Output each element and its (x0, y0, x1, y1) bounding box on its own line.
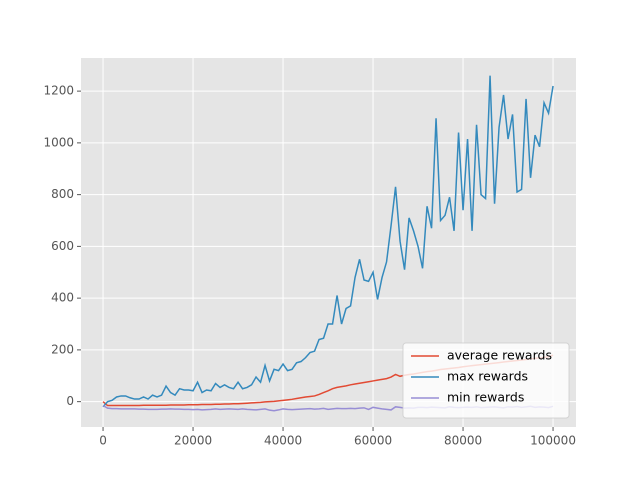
legend-label: average rewards (447, 348, 552, 363)
legend-box (402, 342, 570, 419)
x-tick-label: 20000 (174, 434, 212, 448)
x-tick-label: 40000 (264, 434, 302, 448)
x-tick-label: 80000 (444, 434, 482, 448)
legend: average rewards max rewards min rewards (402, 342, 570, 419)
y-tick-label: 0 (66, 394, 74, 408)
y-tick-label: 1000 (43, 135, 74, 149)
y-tick-label: 800 (51, 187, 74, 201)
y-tick-label: 400 (51, 291, 74, 305)
data-line (102, 75, 554, 408)
y-tick-label: 1200 (43, 84, 74, 98)
y-tick-label: 600 (51, 239, 74, 253)
x-tick-label: 60000 (354, 434, 392, 448)
y-tick-label: 200 (51, 342, 74, 356)
legend-label: max rewards (447, 369, 528, 384)
x-tick-label: 0 (99, 434, 107, 448)
x-tick-label: 100000 (530, 434, 576, 448)
legend-label: min rewards (447, 390, 524, 405)
